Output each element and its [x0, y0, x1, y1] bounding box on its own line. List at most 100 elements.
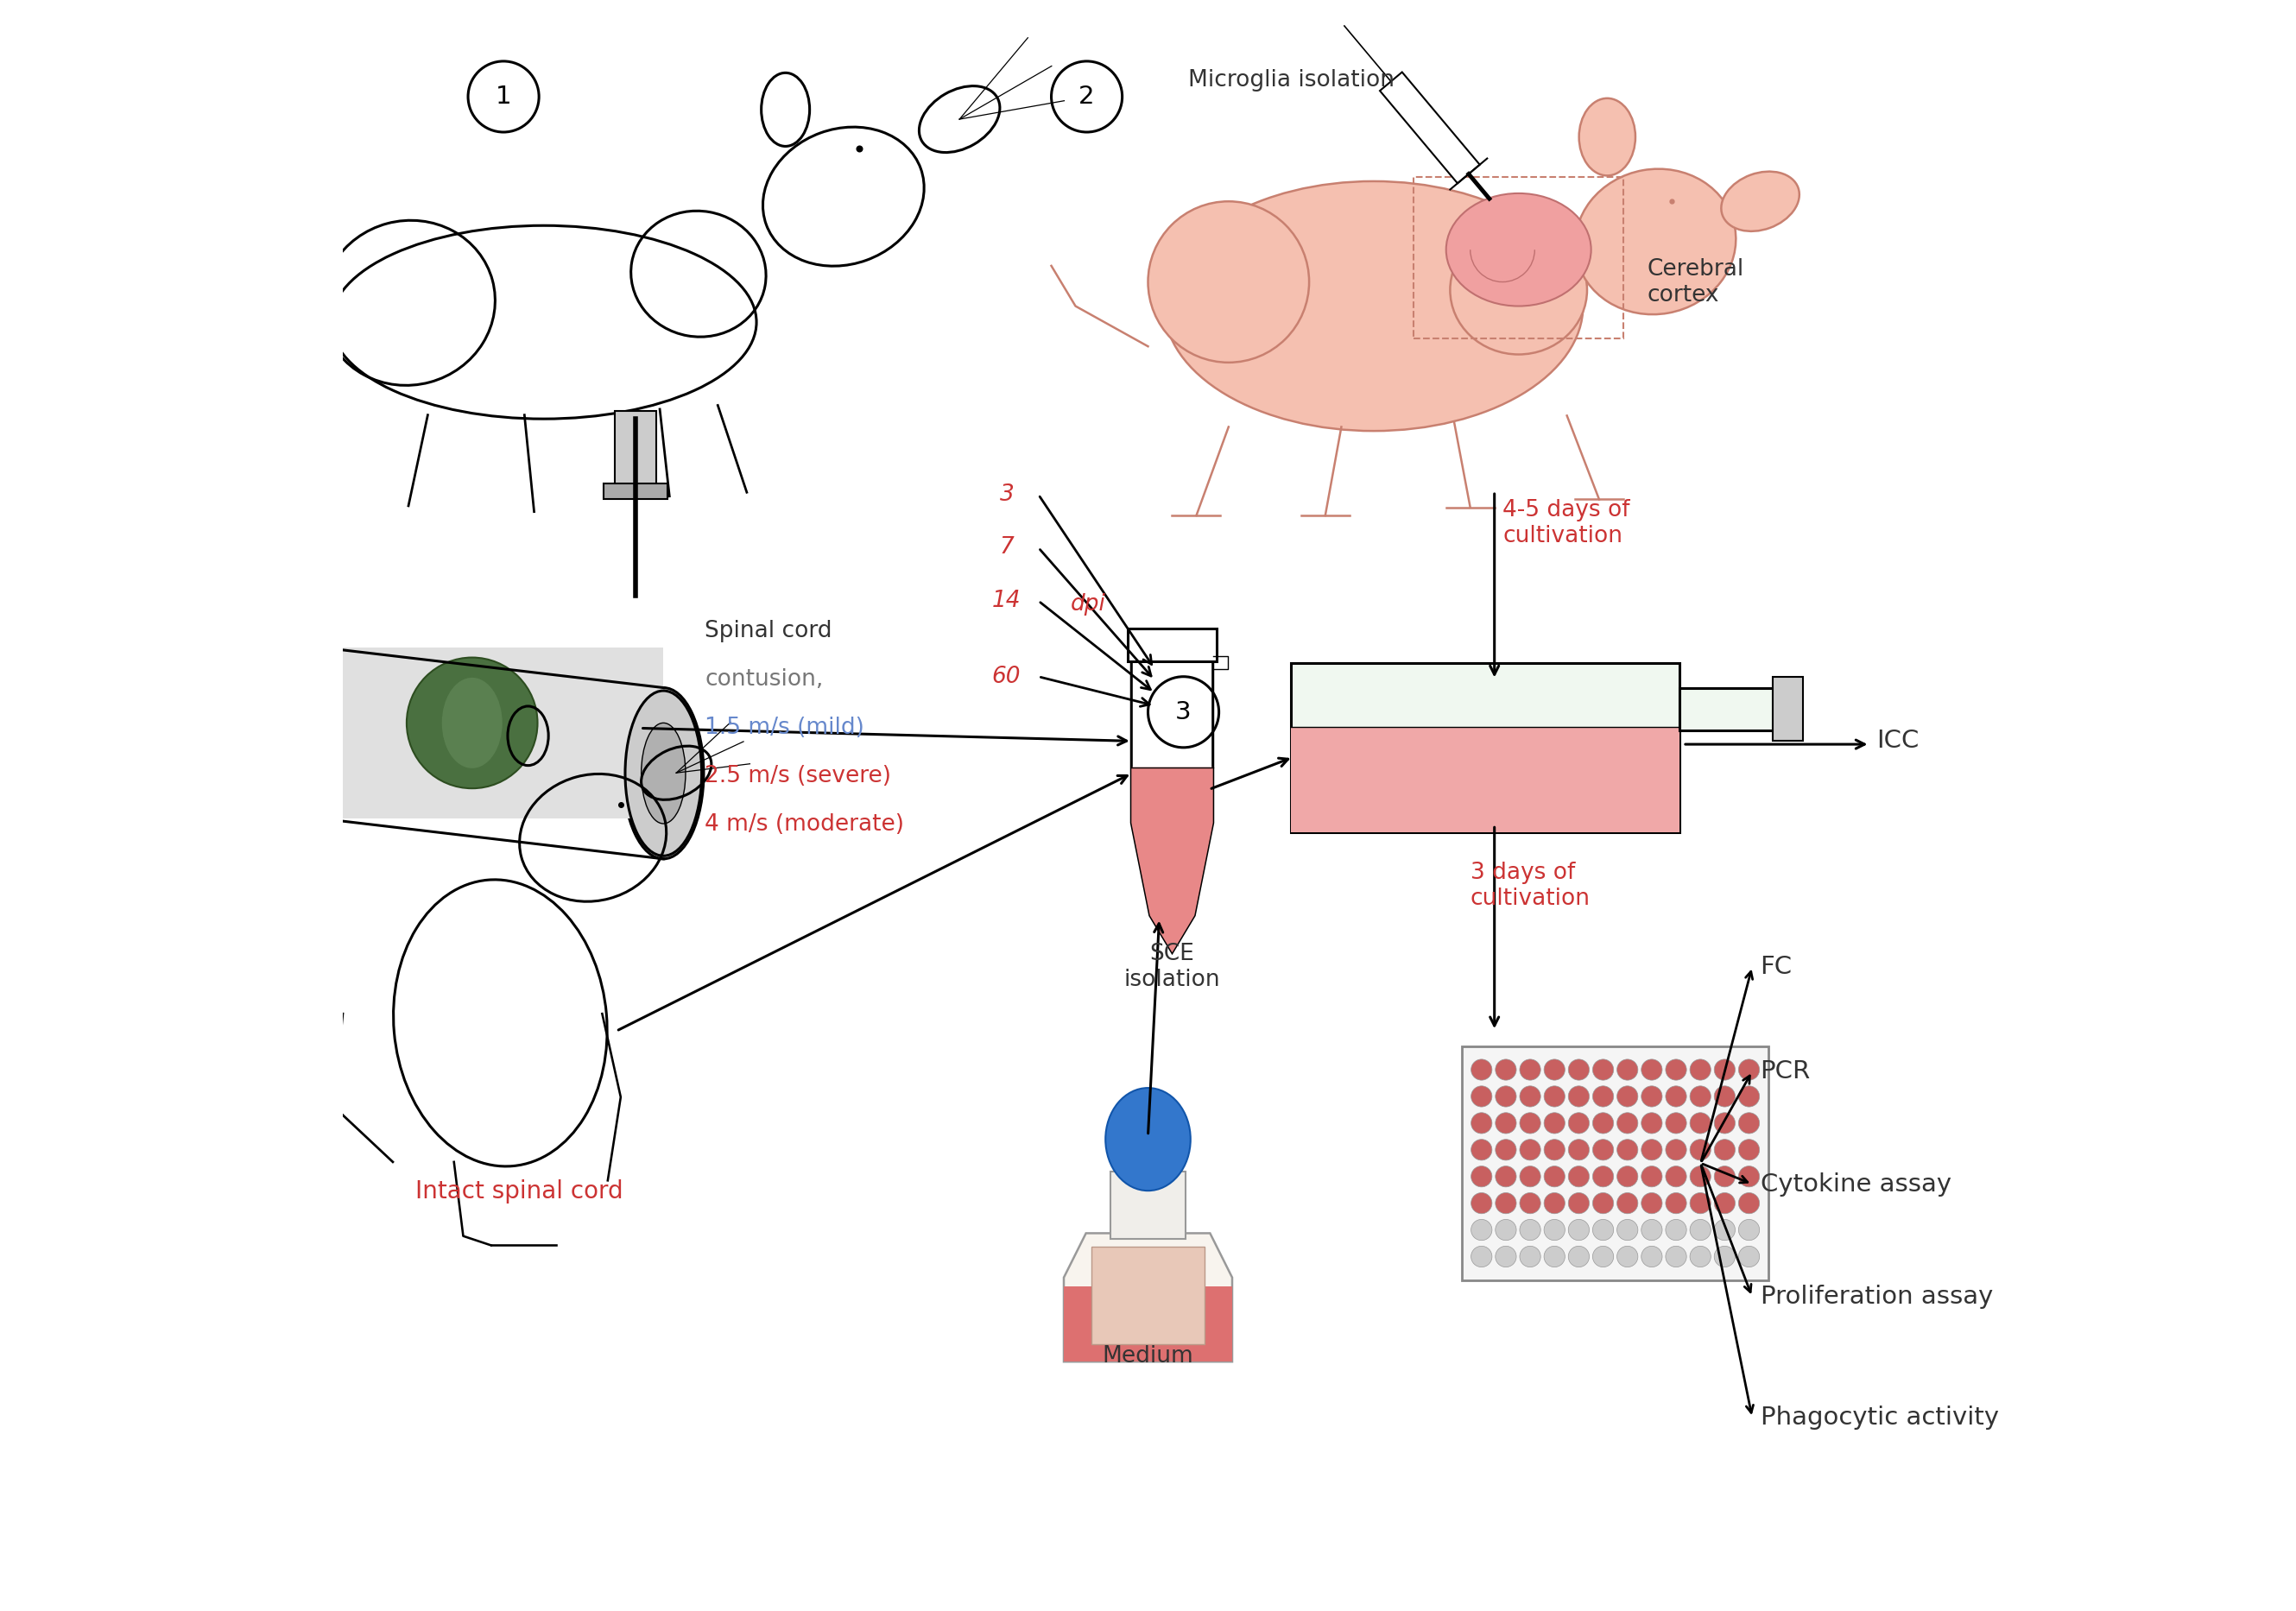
Circle shape [1593, 1060, 1614, 1079]
Bar [1414, 177, 1623, 338]
Circle shape [1642, 1060, 1662, 1079]
Circle shape [1642, 1192, 1662, 1213]
Circle shape [1568, 1139, 1589, 1160]
Circle shape [1616, 1113, 1637, 1134]
Circle shape [1543, 1113, 1566, 1134]
Circle shape [1665, 1086, 1688, 1107]
Polygon shape [1063, 1286, 1233, 1361]
Text: Cytokine assay: Cytokine assay [1761, 1171, 1952, 1197]
Circle shape [1568, 1113, 1589, 1134]
Text: Cerebral
cortex: Cerebral cortex [1649, 258, 1745, 306]
Ellipse shape [280, 648, 360, 818]
Circle shape [1738, 1139, 1759, 1160]
Polygon shape [1063, 1234, 1233, 1361]
Bar [1091, 1247, 1205, 1344]
Circle shape [1593, 1086, 1614, 1107]
Circle shape [1690, 1192, 1711, 1213]
Circle shape [1593, 1247, 1614, 1266]
Text: SCE
isolation: SCE isolation [1125, 942, 1221, 991]
Circle shape [1738, 1086, 1759, 1107]
Bar [1127, 628, 1217, 662]
Circle shape [1568, 1086, 1589, 1107]
Circle shape [1568, 1166, 1589, 1187]
Polygon shape [1132, 767, 1212, 952]
Circle shape [1593, 1166, 1614, 1187]
Circle shape [1738, 1060, 1759, 1079]
Circle shape [1715, 1166, 1736, 1187]
Circle shape [1543, 1086, 1566, 1107]
Circle shape [1690, 1220, 1711, 1240]
Circle shape [1715, 1086, 1736, 1107]
Circle shape [1642, 1139, 1662, 1160]
Ellipse shape [1580, 98, 1635, 176]
Circle shape [1642, 1113, 1662, 1134]
Circle shape [1495, 1220, 1515, 1240]
Text: 1.5 m/s (mild): 1.5 m/s (mild) [705, 717, 866, 739]
Ellipse shape [441, 678, 503, 768]
Circle shape [1472, 1113, 1492, 1134]
Ellipse shape [1575, 169, 1736, 314]
Ellipse shape [406, 657, 537, 788]
Circle shape [1543, 1060, 1566, 1079]
Circle shape [1616, 1192, 1637, 1213]
Circle shape [1520, 1113, 1541, 1134]
Ellipse shape [625, 691, 703, 855]
Circle shape [1520, 1166, 1541, 1187]
Bar [1773, 677, 1802, 741]
Circle shape [1495, 1060, 1515, 1079]
Circle shape [1543, 1192, 1566, 1213]
Circle shape [1642, 1086, 1662, 1107]
Text: 1: 1 [496, 84, 512, 110]
Circle shape [1593, 1192, 1614, 1213]
Text: 4-5 days of
cultivation: 4-5 days of cultivation [1502, 499, 1630, 548]
Text: Intact spinal cord: Intact spinal cord [416, 1179, 625, 1203]
Circle shape [1568, 1247, 1589, 1266]
Circle shape [1665, 1220, 1688, 1240]
Circle shape [1665, 1192, 1688, 1213]
Text: ICC: ICC [1876, 728, 1919, 754]
Circle shape [1520, 1060, 1541, 1079]
Circle shape [1495, 1192, 1515, 1213]
Circle shape [1568, 1060, 1589, 1079]
Circle shape [1665, 1139, 1688, 1160]
Circle shape [1593, 1139, 1614, 1160]
Circle shape [1715, 1220, 1736, 1240]
Text: 3: 3 [999, 483, 1015, 506]
Circle shape [1715, 1192, 1736, 1213]
Circle shape [1472, 1139, 1492, 1160]
Circle shape [1543, 1247, 1566, 1266]
Circle shape [1593, 1220, 1614, 1240]
Text: Proliferation assay: Proliferation assay [1761, 1284, 1993, 1310]
Polygon shape [1132, 656, 1212, 952]
Circle shape [1616, 1166, 1637, 1187]
Circle shape [1543, 1220, 1566, 1240]
Ellipse shape [1164, 180, 1582, 430]
Text: 3: 3 [1176, 699, 1192, 725]
Circle shape [1472, 1086, 1492, 1107]
Circle shape [1715, 1113, 1736, 1134]
Circle shape [1543, 1166, 1566, 1187]
Circle shape [1472, 1192, 1492, 1213]
Circle shape [1472, 1060, 1492, 1079]
Circle shape [1520, 1192, 1541, 1213]
Circle shape [1520, 1139, 1541, 1160]
Circle shape [1472, 1247, 1492, 1266]
Circle shape [1665, 1060, 1688, 1079]
Circle shape [1690, 1086, 1711, 1107]
Text: Medium: Medium [1102, 1345, 1194, 1368]
Circle shape [1616, 1060, 1637, 1079]
Text: 14: 14 [992, 590, 1022, 612]
Text: 2: 2 [1079, 84, 1095, 110]
Circle shape [1738, 1166, 1759, 1187]
Circle shape [1665, 1166, 1688, 1187]
Bar [1111, 1171, 1185, 1239]
Circle shape [1665, 1247, 1688, 1266]
Circle shape [1495, 1166, 1515, 1187]
Circle shape [1520, 1086, 1541, 1107]
Circle shape [1642, 1220, 1662, 1240]
Circle shape [1715, 1247, 1736, 1266]
Circle shape [1472, 1220, 1492, 1240]
Ellipse shape [1104, 1087, 1192, 1191]
Ellipse shape [641, 723, 687, 823]
Bar [321, 648, 664, 818]
